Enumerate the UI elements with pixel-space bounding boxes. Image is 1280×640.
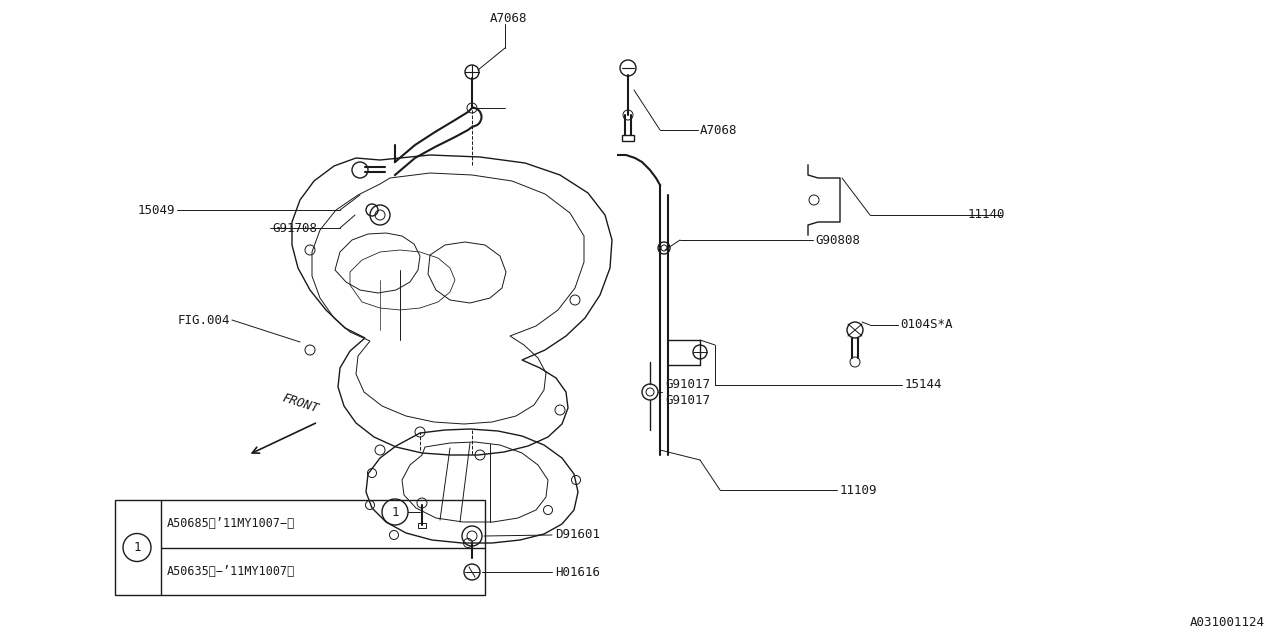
Text: 1: 1 (392, 506, 399, 518)
Text: A031001124: A031001124 (1190, 616, 1265, 628)
Bar (115, 500, 485, 595)
Text: G90808: G90808 (815, 234, 860, 246)
Text: 15144: 15144 (905, 378, 942, 392)
Text: H01616: H01616 (556, 566, 600, 579)
Text: A7068: A7068 (700, 124, 737, 136)
Bar (622, 135, 634, 141)
Text: A7068: A7068 (490, 12, 527, 24)
Text: G91708: G91708 (273, 221, 317, 234)
Text: A50635（−’11MY1007）: A50635（−’11MY1007） (166, 564, 296, 578)
Text: FRONT: FRONT (280, 391, 320, 415)
Text: 11109: 11109 (840, 483, 878, 497)
Text: G91017: G91017 (666, 394, 710, 406)
Text: FIG.004: FIG.004 (178, 314, 230, 326)
Text: 1: 1 (133, 541, 141, 554)
Text: G91017: G91017 (666, 378, 710, 392)
Bar (419, 523, 426, 528)
Text: 11140: 11140 (968, 209, 1005, 221)
Text: 15049: 15049 (137, 204, 175, 216)
Text: D91601: D91601 (556, 529, 600, 541)
Text: 0104S*A: 0104S*A (900, 319, 952, 332)
Text: A50685（’11MY1007−）: A50685（’11MY1007−） (166, 517, 296, 531)
